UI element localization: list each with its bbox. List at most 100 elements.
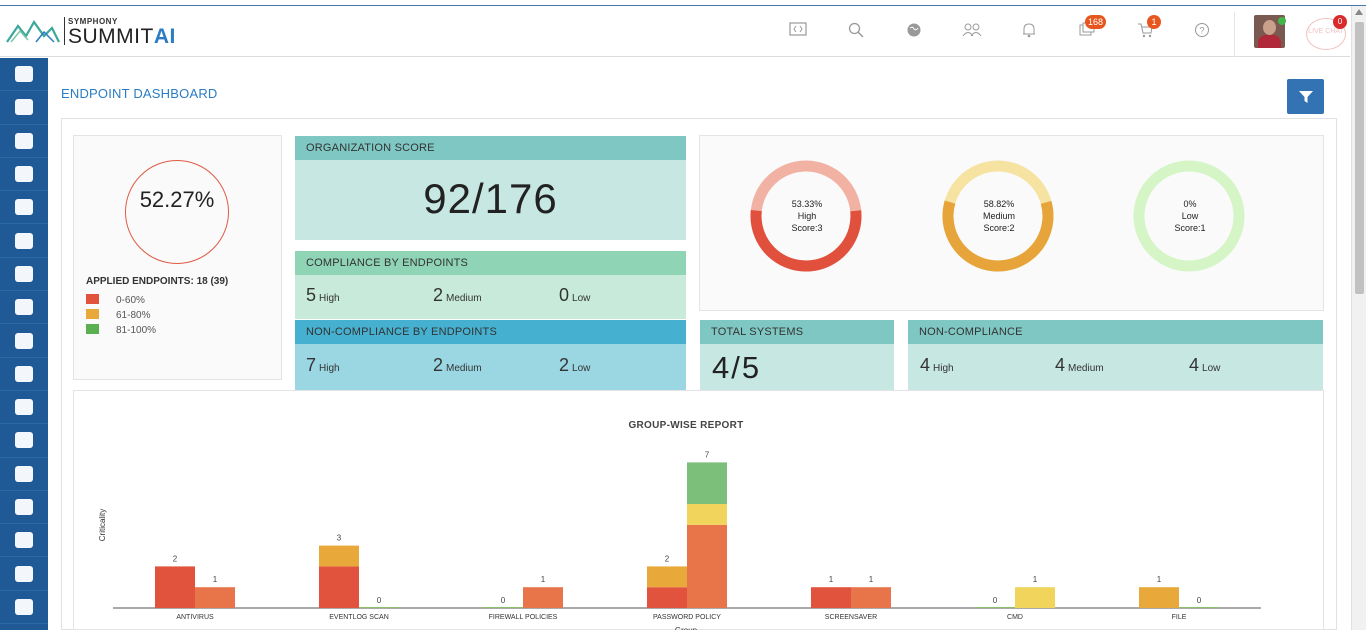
bar-segment[interactable] xyxy=(647,587,687,608)
chat-count-badge: 0 xyxy=(1333,15,1347,29)
bar-segment[interactable] xyxy=(1139,587,1179,608)
chart-title: GROUP-WISE REPORT xyxy=(628,420,744,431)
legend-item-mid: 61-80% xyxy=(86,309,150,321)
category-label: EVENTLOG SCAN xyxy=(329,614,389,621)
sidebar-item-document-edit[interactable] xyxy=(0,224,48,258)
sidebar-item-inbox[interactable] xyxy=(0,491,48,525)
donut-high xyxy=(750,160,862,272)
sidebar-item-remote[interactable] xyxy=(0,557,48,591)
compliance-low: 0 Low xyxy=(559,285,590,306)
globe-icon[interactable] xyxy=(904,22,924,42)
pie-chart-icon xyxy=(15,99,33,116)
legend-label: 61-80% xyxy=(116,310,151,321)
donut-low-label: 0% Low Score:1 xyxy=(1150,198,1230,234)
compliance-high-label: High xyxy=(319,293,340,304)
sidebar-item-tasks[interactable] xyxy=(0,424,48,458)
user-avatar[interactable] xyxy=(1254,15,1285,48)
arrow-back-icon xyxy=(15,532,33,549)
sidebar-item-arrow-back[interactable] xyxy=(0,524,48,558)
bar-value-label: 2 xyxy=(173,554,178,563)
scroll-up-arrow-icon[interactable] xyxy=(1355,9,1363,15)
category-label: ANTIVIRUS xyxy=(176,614,214,621)
bar-segment[interactable] xyxy=(647,566,687,588)
filter-button[interactable] xyxy=(1287,79,1324,114)
bar-segment[interactable] xyxy=(687,504,727,525)
document-edit-icon xyxy=(15,232,33,249)
non-compliance-header: NON-COMPLIANCE xyxy=(908,320,1323,344)
bar-value-label: 1 xyxy=(1157,575,1162,584)
donut-low xyxy=(1133,160,1245,272)
legend-label: 81-100% xyxy=(116,325,157,336)
search-icon[interactable] xyxy=(846,22,866,42)
bar-value-label: 2 xyxy=(665,554,670,563)
sidebar-item-briefcase[interactable] xyxy=(0,591,48,625)
bar-group-password-policy: 2 7 PASSWORD POLICY xyxy=(647,450,727,621)
donut-fill-arc xyxy=(942,160,1054,272)
sidebar-item-ticket[interactable] xyxy=(0,158,48,192)
logo-small-text: SYMPHONY xyxy=(68,17,118,26)
page-scrollbar[interactable] xyxy=(1351,6,1366,630)
donut-low-name: Low xyxy=(1181,211,1199,221)
donut-high-percent: 53.33% xyxy=(791,199,823,209)
sidebar-item-dashboard[interactable] xyxy=(0,58,48,92)
nc-medium-label: Medium xyxy=(1068,363,1104,374)
checklist-icon xyxy=(15,265,33,282)
users-icon[interactable] xyxy=(960,22,984,42)
nce-medium-label: Medium xyxy=(446,363,482,374)
live-chat-button[interactable]: LIVE CHAT xyxy=(1306,18,1346,50)
logo-divider xyxy=(64,17,65,45)
bar-zero-line xyxy=(1179,607,1219,608)
bell-icon[interactable] xyxy=(1019,22,1039,42)
bar-value-label: 1 xyxy=(541,575,546,584)
database-icon xyxy=(15,365,33,382)
total-systems-header: TOTAL SYSTEMS xyxy=(700,320,894,344)
legend-item-high: 81-100% xyxy=(86,324,156,336)
page-title: ENDPOINT DASHBOARD xyxy=(61,86,218,101)
sidebar-item-head-settings[interactable] xyxy=(0,191,48,225)
svg-text:?: ? xyxy=(1199,26,1204,36)
code-icon[interactable] xyxy=(788,22,808,42)
organization-score-value: 92/176 xyxy=(423,175,558,222)
nc-low-value: 4 xyxy=(1189,355,1200,375)
head-settings-icon xyxy=(15,199,33,216)
sidebar-item-monitor[interactable] xyxy=(0,125,48,158)
sidebar-item-pie-chart[interactable] xyxy=(0,91,48,125)
sidebar-item-checklist[interactable] xyxy=(0,258,48,292)
compliance-medium-value: 2 xyxy=(433,285,444,305)
nc-medium-value: 4 xyxy=(1055,355,1066,375)
donut-low-percent: 0% xyxy=(1183,199,1197,209)
sidebar-item-hierarchy[interactable] xyxy=(0,458,48,491)
category-label: PASSWORD POLICY xyxy=(653,614,721,621)
compliance-low-label: Low xyxy=(572,293,591,304)
sidebar-item-catalog-cart[interactable] xyxy=(0,291,48,325)
sidebar-item-asset-user[interactable] xyxy=(0,391,48,425)
bar-segment[interactable] xyxy=(851,587,891,608)
bar-segment[interactable] xyxy=(319,545,359,567)
top-accent-line xyxy=(0,0,1366,6)
non-compliance-endpoints-low: 2 Low xyxy=(559,355,590,376)
symphony-summit-logo[interactable]: SYMPHONY SUMMITAI xyxy=(6,14,176,50)
bar-segment[interactable] xyxy=(319,566,359,608)
bar-value-label: 1 xyxy=(869,575,874,584)
bar-segment[interactable] xyxy=(195,587,235,608)
bar-segment[interactable] xyxy=(1015,587,1055,608)
cart-count-badge: 1 xyxy=(1147,15,1161,29)
bar-segment[interactable] xyxy=(523,587,563,608)
help-icon[interactable]: ? xyxy=(1192,22,1212,42)
bar-segment[interactable] xyxy=(811,587,851,608)
sidebar-item-file-export[interactable] xyxy=(0,324,48,358)
category-label: SCREENSAVER xyxy=(825,614,877,621)
scrollbar-thumb[interactable] xyxy=(1355,22,1364,294)
bar-segment[interactable] xyxy=(155,566,195,608)
bar-value-label: 3 xyxy=(337,534,342,543)
briefcase-icon xyxy=(15,598,33,615)
category-label: FIREWALL POLICIES xyxy=(489,614,558,621)
donut-high-score: Score:3 xyxy=(791,223,823,233)
severity-donuts xyxy=(750,160,1245,272)
nc-high-value: 4 xyxy=(920,355,931,375)
bar-segment[interactable] xyxy=(687,524,727,608)
sidebar-item-database[interactable] xyxy=(0,358,48,391)
bar-segment[interactable] xyxy=(687,462,727,504)
donut-medium-name: Medium xyxy=(982,211,1015,221)
donut-medium-score: Score:2 xyxy=(983,223,1015,233)
